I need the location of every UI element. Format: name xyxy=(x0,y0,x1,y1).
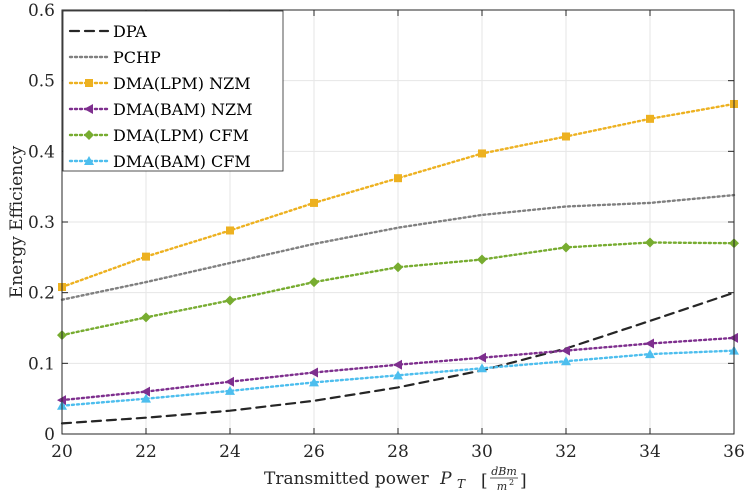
data-point-dma-lpm-nzm xyxy=(478,149,486,158)
data-point-dma-bam-nzm xyxy=(477,352,486,363)
y-tick-label: 0.1 xyxy=(28,354,55,374)
data-point-dma-bam-cfm xyxy=(309,377,319,387)
legend-marker-dma-lpm-cfm xyxy=(84,130,94,140)
y-tick-label: 0.6 xyxy=(28,1,55,21)
legend-label-dma-lpm-nzm: DMA(LPM) NZM xyxy=(113,74,251,93)
legend: DPA PCHP DMA(LPM) NZM DMA(BAM) NZM DMA(LPM) … xyxy=(62,10,284,172)
legend-entry-dma-bam-cfm: DMA(BAM) CFM xyxy=(68,152,251,171)
x-axis-unit-denominator-exponent: 2 xyxy=(509,478,514,487)
data-point-dma-bam-nzm xyxy=(561,345,570,356)
legend-marker-dma-bam-cfm xyxy=(84,156,94,165)
data-point-dma-bam-nzm xyxy=(645,338,654,349)
series-line-pchp xyxy=(60,193,736,301)
x-axis-unit-denominator: m xyxy=(497,480,507,492)
x-tick-label: 36 xyxy=(723,442,745,462)
data-point-dma-bam-cfm xyxy=(393,370,403,380)
x-tick-label: 32 xyxy=(555,442,577,462)
y-tick-label: 0.2 xyxy=(28,284,55,304)
data-point-dma-bam-cfm xyxy=(141,393,151,403)
data-point-dma-bam-cfm xyxy=(477,363,487,373)
legend-box xyxy=(62,10,284,172)
legend-entry-dma-bam-nzm: DMA(BAM) NZM xyxy=(68,100,253,119)
data-point-dma-bam-cfm xyxy=(225,385,235,395)
y-tick-label: 0.4 xyxy=(28,142,55,162)
series-dpa xyxy=(60,291,736,425)
x-axis-subscript: T xyxy=(457,477,466,491)
data-point-dma-bam-nzm xyxy=(141,386,150,397)
x-tick-label: 28 xyxy=(387,442,409,462)
legend-entry-dma-lpm-nzm: DMA(LPM) NZM xyxy=(68,74,251,93)
data-point-dma-bam-nzm xyxy=(393,359,402,370)
legend-label-pchp: PCHP xyxy=(113,48,161,67)
data-point-dma-lpm-cfm xyxy=(309,277,319,288)
legend-entry-dma-lpm-cfm: DMA(LPM) CFM xyxy=(68,126,249,145)
data-point-dma-lpm-cfm xyxy=(645,237,655,248)
legend-label-dma-lpm-cfm: DMA(LPM) CFM xyxy=(113,126,249,145)
series-line-dpa xyxy=(60,291,736,425)
data-point-dma-lpm-nzm xyxy=(646,114,654,123)
axis-ticks: 20 22 24 26 28 30 32 34 36 0 0.1 0.2 0.3 0.4 0.5 0.6 xyxy=(28,1,745,462)
data-point-dma-lpm-cfm xyxy=(393,262,403,273)
data-point-dma-lpm-cfm xyxy=(477,254,487,265)
grid-lines xyxy=(62,10,734,434)
data-point-dma-bam-cfm xyxy=(561,356,571,366)
series-pchp xyxy=(60,193,736,301)
x-tick-label: 34 xyxy=(639,442,661,462)
series-layer xyxy=(57,99,739,425)
x-axis-title: Transmitted power P T [ dBm m 2 ] xyxy=(264,465,527,492)
legend-entry-dpa: DPA xyxy=(68,22,147,41)
x-axis-symbol: P xyxy=(439,469,452,489)
data-point-dma-lpm-nzm xyxy=(394,174,402,183)
data-point-dma-bam-nzm xyxy=(309,367,318,378)
legend-label-dpa: DPA xyxy=(113,22,147,41)
y-axis-title: Energy Efficiency xyxy=(7,145,27,298)
data-point-dma-lpm-nzm xyxy=(226,226,234,235)
data-point-dma-lpm-nzm xyxy=(310,198,318,207)
x-tick-label: 26 xyxy=(303,442,325,462)
data-point-dma-lpm-cfm xyxy=(561,242,571,253)
legend-label-dma-bam-nzm: DMA(BAM) NZM xyxy=(113,100,253,119)
y-tick-label: 0.3 xyxy=(28,213,55,233)
data-point-dma-lpm-nzm xyxy=(142,252,150,261)
y-tick-label: 0.5 xyxy=(28,72,55,92)
x-axis-bracket-left: [ xyxy=(481,471,488,491)
data-point-dma-lpm-nzm xyxy=(562,132,570,141)
x-tick-label: 30 xyxy=(471,442,493,462)
series-dma-lpm-cfm xyxy=(57,237,739,341)
legend-entry-pchp: PCHP xyxy=(68,48,161,67)
legend-label-dma-bam-cfm: DMA(BAM) CFM xyxy=(113,152,251,171)
y-tick-label: 0 xyxy=(44,425,55,445)
data-point-dma-bam-cfm xyxy=(645,349,655,359)
x-tick-label: 20 xyxy=(51,442,73,462)
data-point-dma-lpm-cfm xyxy=(141,312,151,323)
data-point-dma-bam-nzm xyxy=(225,376,234,387)
x-axis-bracket-right: ] xyxy=(520,471,527,491)
legend-marker-dma-lpm-nzm xyxy=(85,79,93,87)
legend-marker-dma-bam-nzm xyxy=(84,104,93,114)
data-point-dma-lpm-cfm xyxy=(225,295,235,306)
x-tick-label: 24 xyxy=(219,442,241,462)
x-tick-label: 22 xyxy=(135,442,157,462)
x-axis-unit-numerator: dBm xyxy=(491,465,517,478)
x-axis-title-text: Transmitted power xyxy=(264,469,430,489)
svg-text:Transmitted power P: Transmitted power P T xyxy=(264,469,466,491)
